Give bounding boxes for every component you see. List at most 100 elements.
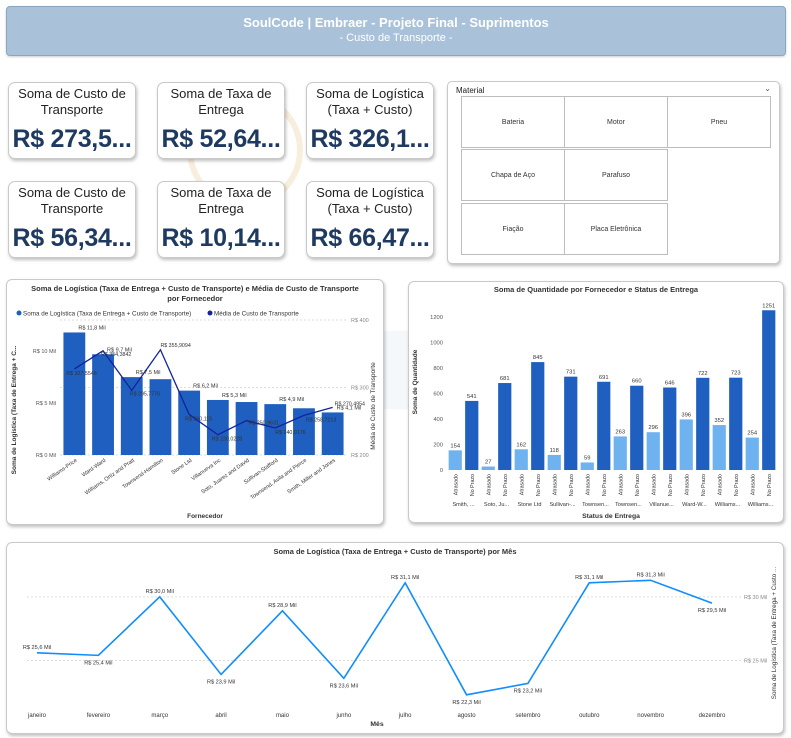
kpi-card-taxa-entrega[interactable]: Soma de Taxa de Entrega R$ 52,64...	[157, 82, 285, 159]
legend-label-bar[interactable]: Soma de Logística (Taxa de Entrega + Cus…	[23, 311, 191, 318]
x-tick-label: setembro	[515, 713, 541, 719]
bar-label: 263	[615, 429, 625, 435]
kpi-card-logistica-2[interactable]: Soma de Logística (Taxa + Custo) R$ 66,4…	[306, 181, 434, 258]
bar[interactable]	[63, 332, 86, 455]
bar[interactable]	[321, 412, 344, 455]
line-point-label: R$ 240,0176	[275, 430, 305, 436]
kpi-label: Soma de Logística (Taxa + Custo)	[316, 185, 424, 216]
status-tick-label: Atrasado	[552, 474, 558, 495]
status-tick-label: No Prazo	[602, 474, 608, 496]
bar-label: R$ 7,5 Mil	[136, 370, 161, 376]
series-line[interactable]	[36, 579, 713, 696]
bar[interactable]	[293, 408, 315, 455]
y-tick-label: 400	[433, 417, 443, 423]
point-label: R$ 23,2 Mil	[514, 688, 542, 694]
bar[interactable]	[696, 377, 710, 470]
x-tick-label: julho	[398, 713, 412, 719]
bar-label: R$ 9,7 Mil	[107, 347, 132, 353]
bar[interactable]	[206, 399, 229, 455]
status-tick-label: No Prazo	[569, 474, 575, 496]
y-tick-label: 600	[433, 391, 443, 397]
bar[interactable]	[498, 383, 512, 470]
point-label: R$ 22,3 Mil	[452, 700, 480, 706]
bar[interactable]	[120, 377, 143, 455]
point-label: R$ 25,6 Mil	[23, 645, 51, 651]
group-tick-label: Villanue...	[649, 502, 674, 508]
kpi-value: R$ 273,5...	[12, 125, 132, 153]
x-axis-title: Fornecedor	[187, 513, 223, 520]
x-axis-title: Status de Entrega	[582, 513, 640, 520]
slicer-item-bateria[interactable]: Bateria	[461, 96, 565, 148]
group-tick-label: Townsen...	[582, 502, 609, 508]
point-label: R$ 28,9 Mil	[268, 603, 296, 609]
bar[interactable]	[745, 437, 759, 470]
kpi-card-logistica[interactable]: Soma de Logística (Taxa + Custo) R$ 326,…	[306, 82, 434, 159]
slicer-item-pneu[interactable]: Pneu	[667, 96, 771, 148]
bar[interactable]	[729, 377, 743, 470]
group-tick-label: Stone Ltd	[518, 502, 542, 508]
bar[interactable]	[679, 419, 693, 470]
bar[interactable]	[646, 432, 660, 470]
chevron-down-icon[interactable]: ⌄	[764, 84, 771, 93]
dashboard-subtitle: - Custo de Transporte -	[339, 32, 453, 44]
kpi-card-custo-transporte[interactable]: Soma de Custo de Transporte R$ 273,5...	[8, 82, 136, 159]
bar[interactable]	[514, 449, 528, 470]
kpi-value: R$ 66,47...	[310, 224, 430, 252]
point-label: R$ 23,6 Mil	[330, 683, 358, 689]
bar[interactable]	[178, 390, 201, 455]
kpi-card-taxa-entrega-2[interactable]: Soma de Taxa de Entrega R$ 10,14...	[157, 181, 285, 258]
kpi-card-custo-transporte-2[interactable]: Soma de Custo de Transporte R$ 56,34...	[8, 181, 136, 258]
bar[interactable]	[531, 362, 545, 470]
bar[interactable]	[465, 400, 479, 470]
point-label: R$ 30,0 Mil	[146, 589, 174, 595]
bar[interactable]	[92, 354, 114, 455]
x-tick-label: fevereiro	[87, 713, 111, 719]
x-tick-label: dezembro	[699, 713, 726, 719]
bar-label: 541	[467, 394, 477, 400]
bar[interactable]	[597, 381, 611, 470]
y-tick-label: R$ 30 Mil	[744, 595, 767, 601]
point-label: R$ 31,3 Mil	[636, 572, 664, 578]
bar[interactable]	[264, 404, 287, 455]
bar-label: 1251	[762, 303, 775, 309]
y-tick-label: 0	[440, 468, 443, 474]
group-tick-label: Ward-W...	[682, 502, 707, 508]
bar[interactable]	[712, 425, 726, 470]
bar[interactable]	[630, 385, 644, 470]
bar[interactable]	[149, 379, 172, 455]
group-tick-label: Williams...	[715, 502, 741, 508]
bar[interactable]	[580, 462, 594, 470]
slicer-item-motor[interactable]: Motor	[564, 96, 668, 148]
slicer-item-chapa-de-aco[interactable]: Chapa de Aço	[461, 149, 565, 201]
status-tick-label: Atrasado	[651, 474, 657, 495]
bar[interactable]	[613, 436, 627, 470]
chart-title: Soma de Quantidade por Fornecedor e Stat…	[493, 285, 699, 294]
bar[interactable]	[547, 454, 561, 470]
line-point-label: R$ 295,7776	[130, 391, 160, 397]
status-tick-label: No Prazo	[503, 474, 509, 496]
bar[interactable]	[235, 402, 258, 455]
slicer-item-parafuso[interactable]: Parafuso	[564, 149, 668, 201]
bar-label: 254	[747, 431, 757, 437]
x-tick-label: Soto, Juarez and David	[200, 458, 250, 496]
slicer-item-placa-eletronica[interactable]: Placa Eletrônica	[564, 203, 668, 255]
series-line[interactable]	[74, 348, 333, 436]
status-tick-label: Atrasado	[684, 474, 690, 495]
legend-marker-line	[207, 310, 213, 316]
bar-label: R$ 6,2 Mil	[193, 384, 218, 390]
point-label: R$ 29,5 Mil	[698, 608, 726, 614]
legend-label-line[interactable]: Média de Custo de Transporte	[214, 311, 299, 318]
line-point-label: R$ 250,9631	[249, 421, 279, 427]
slicer-item-fiacao[interactable]: Fiação	[461, 203, 565, 255]
bar[interactable]	[663, 387, 677, 470]
y-tick-label: 200	[433, 442, 443, 448]
bar[interactable]	[564, 376, 578, 470]
bar[interactable]	[448, 450, 462, 470]
y-tick-label: R$ 5 Mil	[36, 401, 56, 407]
x-tick-label: março	[151, 713, 168, 719]
y-axis-title: Soma de Logística (Taxa de Entrega + Cus…	[771, 567, 778, 700]
bar[interactable]	[481, 466, 495, 470]
y2-axis-title: Média de Custo de Transporte	[370, 362, 377, 450]
status-tick-label: Atrasado	[717, 474, 723, 495]
bar[interactable]	[762, 310, 776, 470]
